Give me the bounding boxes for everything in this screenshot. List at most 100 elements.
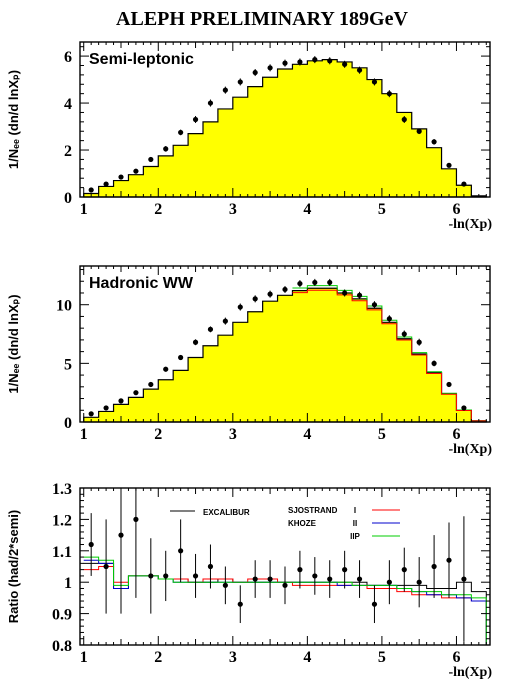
data-point [297, 567, 303, 573]
x-tick-label: 4 [303, 426, 311, 443]
data-point [133, 516, 139, 523]
data-point [282, 582, 288, 588]
data-point [356, 576, 363, 582]
data-point [267, 65, 273, 71]
data-point [103, 181, 109, 187]
x-tick-label: 4 [303, 649, 311, 666]
data-point [371, 302, 378, 308]
y-tick-label: 1.1 [52, 544, 72, 561]
x-tick-label: 3 [229, 426, 237, 443]
x-axis-label: -ln(Xp) [448, 442, 492, 457]
legend-sub-iip: IIP [350, 532, 360, 541]
data-point [386, 579, 392, 585]
data-point [446, 557, 452, 563]
y-tick-label: 2 [64, 143, 72, 160]
y-tick-label: 1 [64, 575, 72, 592]
data-point [222, 582, 228, 588]
data-point [356, 292, 363, 298]
x-axis-label: -ln(Xp) [448, 665, 492, 680]
data-point [88, 541, 94, 548]
x-tick-label: 6 [452, 426, 460, 443]
legend-label-sjostrand: SJOSTRAND [288, 506, 338, 515]
data-point [192, 573, 199, 579]
x-tick-label: 3 [229, 201, 237, 218]
data-point [342, 290, 348, 296]
panel-hadronic-ww: 1 2 3 4 5 6-ln(Xp) 0 5 10 1/Nₑₑ (dn/d lnXₚ) Hadron… [6, 265, 492, 457]
y-tick-label: 1.3 [52, 481, 72, 498]
legend-sub-ii: II [353, 519, 357, 528]
data-point [431, 360, 437, 366]
x-tick-label: 1 [80, 426, 88, 443]
data-point [297, 280, 303, 287]
data-point [118, 174, 124, 180]
data-point [163, 366, 169, 372]
data-point [371, 601, 378, 607]
x-tick-label: 3 [229, 649, 237, 666]
data-point [461, 405, 467, 411]
data-point [446, 381, 452, 388]
data-point [416, 339, 422, 345]
x-tick-label: 5 [378, 426, 386, 443]
data-point [207, 326, 214, 332]
mc-histogram-variant-green [292, 285, 487, 422]
data-point [192, 339, 199, 345]
data-point [163, 146, 169, 152]
data-point [312, 573, 318, 579]
data-point [386, 91, 392, 97]
data-point [178, 354, 184, 361]
y-axis-label: Ratio (had/2*semi) [6, 510, 21, 623]
data-point [163, 573, 169, 579]
data-point [312, 279, 318, 286]
x-tick-label: 1 [80, 649, 88, 666]
data-point [148, 573, 154, 579]
data-point [133, 390, 139, 396]
series-line-khoze_iip [83, 556, 487, 645]
data-point [267, 291, 273, 297]
y-tick-label: 0.8 [52, 638, 72, 655]
data-point [103, 405, 109, 411]
data-point [237, 304, 243, 310]
data-point [416, 128, 422, 134]
data-point [252, 69, 258, 76]
data-point [446, 162, 452, 168]
data-point [297, 59, 303, 65]
x-tick-label: 4 [303, 201, 311, 218]
data-point [327, 58, 333, 64]
data-point [118, 532, 124, 538]
data-point [148, 156, 154, 163]
figure-title: ALEPH PRELIMINARY 189GeV [116, 8, 408, 30]
y-tick-label: 6 [64, 49, 72, 66]
y-tick-label: 0 [64, 190, 72, 207]
x-tick-label: 1 [80, 201, 88, 218]
data-point [327, 576, 333, 582]
data-point [118, 398, 124, 404]
panel-ratio: 1 2 3 4 5 6-ln(Xp) 0.8 0.9 1 1.1 1.2 1.3 Ratio (had/… [6, 481, 492, 680]
mc-histogram [83, 59, 487, 198]
data-point [312, 57, 318, 63]
x-tick-label: 2 [154, 201, 162, 218]
data-point [267, 576, 273, 582]
data-point [282, 286, 288, 293]
data-point [178, 129, 184, 136]
data-point [237, 79, 243, 85]
data-point [342, 61, 348, 67]
data-point [401, 567, 407, 573]
mc-histogram-variant-red [292, 289, 487, 422]
data-point [371, 79, 378, 85]
data-point [133, 168, 139, 174]
data-point [88, 411, 94, 417]
data-point [178, 548, 184, 554]
legend-label-khoze: KHOZE [288, 519, 317, 528]
x-tick-label: 5 [378, 649, 386, 666]
data-point [342, 567, 348, 573]
y-tick-label: 4 [64, 96, 72, 113]
data-point [192, 116, 199, 123]
y-tick-label: 1.2 [52, 512, 72, 529]
legend-label-excalibur: EXCALIBUR [203, 508, 250, 517]
y-tick-label: 10 [56, 298, 72, 315]
x-tick-label: 2 [154, 649, 162, 666]
data-point [222, 87, 228, 93]
data-point [401, 116, 407, 123]
data-point [103, 563, 109, 570]
